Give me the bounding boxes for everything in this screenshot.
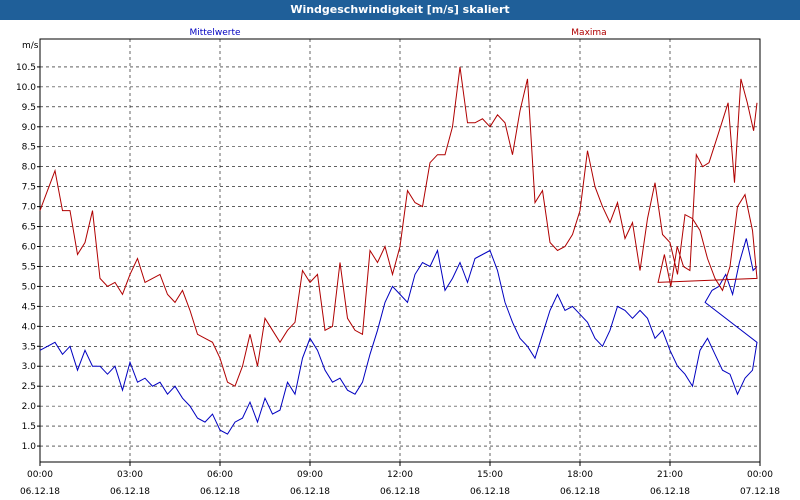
x-tick-date: 06.12.18: [110, 487, 150, 497]
y-tick-label: 6.5: [22, 223, 36, 233]
y-tick-label: 9.5: [22, 103, 36, 113]
y-axis-label: m/s: [22, 41, 39, 51]
x-tick-date: 06.12.18: [560, 487, 600, 497]
x-tick-date: 06.12.18: [290, 487, 330, 497]
y-axis: 1.0 1.5 2.0 2.5 3.0 3.5 4.0 4.5 5.0 5.5 6.0 6.5 7.0 7…: [16, 63, 40, 452]
y-tick-label: 10.5: [16, 63, 36, 73]
y-tick-label: 4.0: [22, 322, 37, 332]
x-tick-time: 15:00: [477, 470, 503, 480]
series-group: [39, 66, 758, 435]
y-tick-label: 10.0: [16, 83, 36, 93]
legend-mittelwerte: Mittelwerte: [189, 28, 240, 38]
y-tick-label: 7.5: [22, 183, 36, 193]
y-tick-label: 4.5: [22, 302, 36, 312]
x-tick-date: 06.12.18: [380, 487, 420, 497]
y-tick-label: 8.0: [22, 163, 37, 173]
y-tick-label: 1.5: [22, 422, 36, 432]
y-tick-label: 9.0: [22, 123, 37, 133]
x-tick-date: 07.12.18: [740, 487, 780, 497]
x-tick-time: 03:00: [117, 470, 143, 480]
y-tick-label: 5.5: [22, 262, 36, 272]
x-tick-time: 21:00: [657, 470, 683, 480]
x-tick-time: 06:00: [207, 470, 233, 480]
x-axis: 00:00 06.12.18 03:00 06.12.18 06:00 06.12.18 0…: [20, 462, 780, 497]
window-title: Windgeschwindigkeit [m/s] skaliert: [0, 0, 800, 20]
series-line-mittelwerte: [39, 238, 758, 435]
y-tick-label: 1.0: [22, 442, 37, 452]
x-tick-date: 06.12.18: [20, 487, 60, 497]
y-tick-label: 2.5: [22, 382, 36, 392]
y-tick-label: 5.0: [22, 282, 37, 292]
series-line-maxima: [39, 66, 758, 387]
wind-speed-chart: 1.0 1.5 2.0 2.5 3.0 3.5 4.0 4.5 5.0 5.5 6.0 6.5 7.0 7…: [16, 28, 780, 497]
x-tick-time: 09:00: [297, 470, 323, 480]
x-tick-date: 06.12.18: [650, 487, 690, 497]
y-tick-label: 7.0: [22, 203, 37, 213]
y-tick-label: 2.0: [22, 402, 37, 412]
y-tick-label: 3.0: [22, 362, 37, 372]
x-tick-date: 06.12.18: [200, 487, 240, 497]
x-tick-time: 12:00: [387, 470, 413, 480]
x-tick-time: 00:00: [747, 470, 773, 480]
legend-maxima: Maxima: [571, 28, 606, 38]
y-tick-label: 3.5: [22, 342, 36, 352]
x-tick-date: 06.12.18: [470, 487, 510, 497]
y-tick-label: 6.0: [22, 243, 37, 253]
grid: [40, 39, 760, 462]
x-tick-time: 18:00: [567, 470, 593, 480]
y-tick-label: 8.5: [22, 143, 36, 153]
x-tick-time: 00:00: [27, 470, 53, 480]
